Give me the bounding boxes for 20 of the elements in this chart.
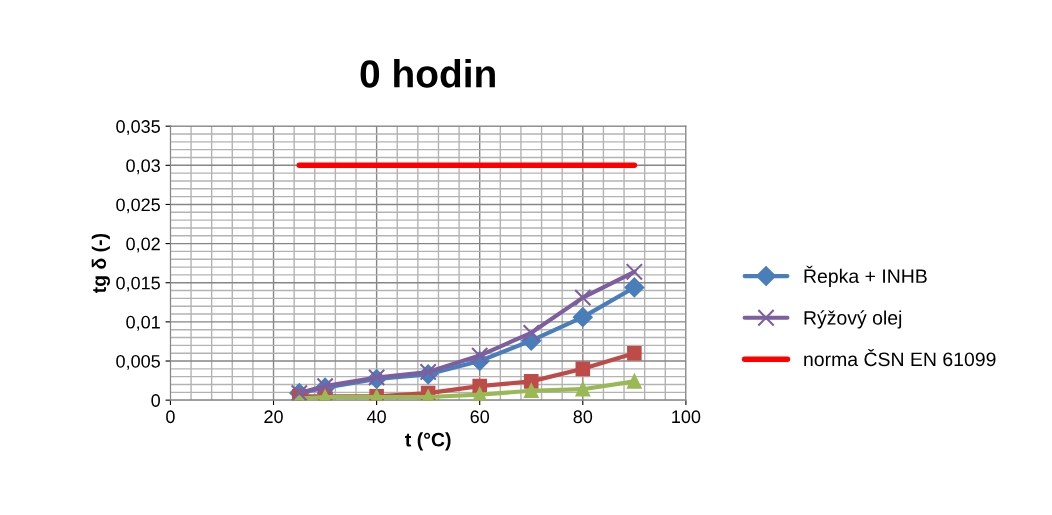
y-tick-label: 0,035 — [116, 120, 160, 136]
y-axis-title: tg δ (-) — [91, 233, 110, 294]
x-axis-title: t (°C) — [405, 432, 451, 451]
x-tick-label: 20 — [264, 410, 283, 424]
y-tick-label: 0,025 — [116, 198, 160, 214]
y-tick-label: 0 — [151, 394, 160, 407]
y-tick-label: 0,03 — [126, 159, 160, 175]
legend-label: Řepka + INHB — [804, 265, 927, 287]
x-tick-label: 100 — [672, 410, 701, 424]
x-tick-label: 60 — [470, 410, 490, 424]
y-tick-label: 0,015 — [116, 276, 160, 292]
legend-label: norma ČSN EN 61099 — [804, 349, 996, 367]
x-tick-label: 0 — [166, 410, 175, 424]
y-tick-label: 0,005 — [116, 354, 160, 370]
y-tick-label: 0,01 — [126, 315, 160, 331]
x-tick-label: 80 — [573, 410, 593, 424]
chart-title: 0 hodin — [360, 59, 495, 88]
y-tick-label: 0,02 — [126, 237, 160, 253]
x-tick-label: 40 — [366, 410, 386, 424]
legend-label: Rýžový olej — [804, 310, 902, 329]
